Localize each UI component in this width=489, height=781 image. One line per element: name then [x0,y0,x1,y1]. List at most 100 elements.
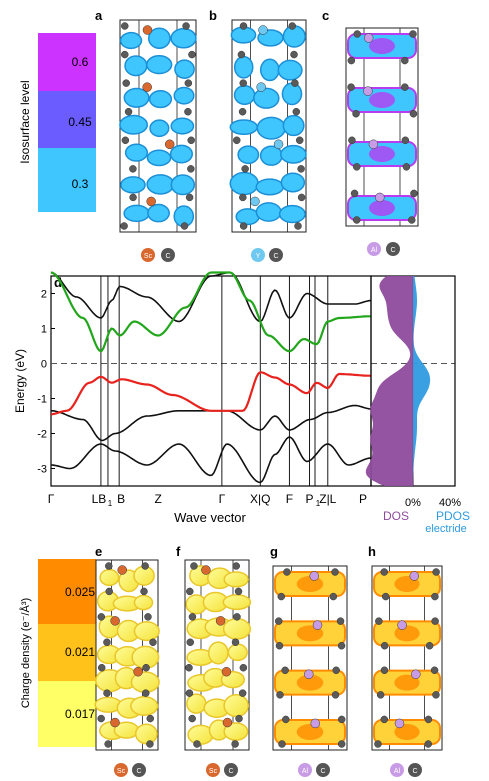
carbon-atom [187,136,195,145]
metal-atom [273,139,284,150]
electride-density-core [369,38,395,54]
carbon-atom [97,663,106,672]
carbon-atom [430,666,439,675]
electride-density-blob [280,172,306,193]
kpoint-label: LB [92,492,107,506]
electride-label: electride [425,523,467,535]
metal-atom [368,139,379,150]
carbon-atom [432,691,440,699]
carbon-atom [237,50,246,59]
crystal-structure-a [119,19,197,233]
element-badge-sc [114,763,128,777]
element-badge-sc [206,763,220,777]
iso-swatch-mid [38,91,96,148]
carbon-atom [337,740,346,748]
kpoint-label: P [306,492,314,506]
carbon-atom [348,136,356,145]
element-badge-al [390,763,404,777]
carbon-atom [380,568,388,576]
carbon-atom [121,136,130,145]
carbon-atom [120,222,128,230]
element-badges-a: Sc C [141,248,175,262]
carbon-atom [231,740,239,748]
metal-atom [215,616,226,626]
carbon-atom [144,613,152,621]
carbon-atom [329,592,338,601]
electride-density-blob [223,571,249,588]
electride-density-blob [223,694,250,718]
metal-atom [409,571,420,581]
carbon-atom [142,689,150,697]
carbon-atom [235,714,243,723]
carbon-atom [239,22,248,30]
element-badge-c [161,248,175,262]
kpoint-label: 1 [316,499,321,508]
metal-atom [394,718,405,729]
carbon-atom [431,592,439,601]
carbon-atom [129,165,137,173]
element-badges-b: Y C [251,248,283,262]
badge-text: C [165,253,170,260]
carbon-atom [380,641,389,650]
charge-level-1: 0.021 [65,645,95,659]
y-tick-label: 1 [41,324,47,336]
electride-density-core [394,674,420,691]
panel-label-f: f [176,544,181,559]
panel-label-h: h [368,544,376,559]
electride-density-blob [235,208,260,226]
electride-density-core [369,92,395,108]
pdos-label: PDOS [436,509,470,523]
carbon-atom [180,222,189,230]
electride-density-blob [170,174,196,196]
crystal-structure-g [272,565,348,751]
y-axis-label: Energy (eV) [13,349,27,413]
electride-density-blob [255,202,282,222]
carbon-atom [239,193,247,202]
carbon-atom [103,689,111,697]
metal-atom [117,565,127,575]
carbon-atom [185,663,193,672]
badge-text: C [228,768,233,775]
carbon-atom [239,222,248,230]
crystal-structure-f [184,559,252,751]
panel-label-c: c [322,8,329,23]
carbon-atom [297,165,305,173]
carbon-atom [380,715,389,724]
carbon-atom [425,641,434,650]
electride-density-blob [119,114,149,135]
carbon-atom [97,714,105,723]
element-badge-c [132,763,146,777]
metal-atom [304,669,314,680]
carbon-atom [337,715,346,724]
crystal-structure-c [345,27,419,227]
carbon-atom [294,222,302,230]
carbon-atom [374,740,382,748]
y-tick-label: -1 [37,394,47,406]
carbon-atom [283,568,291,576]
electride-density-blob [278,204,306,224]
carbon-atom [233,136,241,145]
carbon-atom [424,740,432,748]
carbon-atom [277,592,286,601]
metal-atom [164,139,175,150]
panel-label-e: e [95,544,102,559]
carbon-atom [376,691,385,699]
element-badge-sc [141,248,155,262]
element-badges-f: Sc C [206,763,238,777]
carbon-atom [352,163,361,171]
carbon-atom [121,22,129,30]
electride-density-blob [148,90,173,109]
unit-cell-frame [345,27,419,227]
electride-density-blob [130,695,159,716]
crystal-structure-b [229,19,307,233]
electride-density-blob [281,82,303,106]
charge-level-0: 0.025 [65,585,95,599]
carbon-atom [238,107,247,116]
electride-density-core [369,200,395,216]
element-badge-c [386,242,400,256]
carbon-atom [234,587,243,596]
badge-text: Y [256,253,261,260]
metal-atom [258,25,268,35]
electride-density-blob [124,55,148,77]
carbon-atom [381,592,390,601]
